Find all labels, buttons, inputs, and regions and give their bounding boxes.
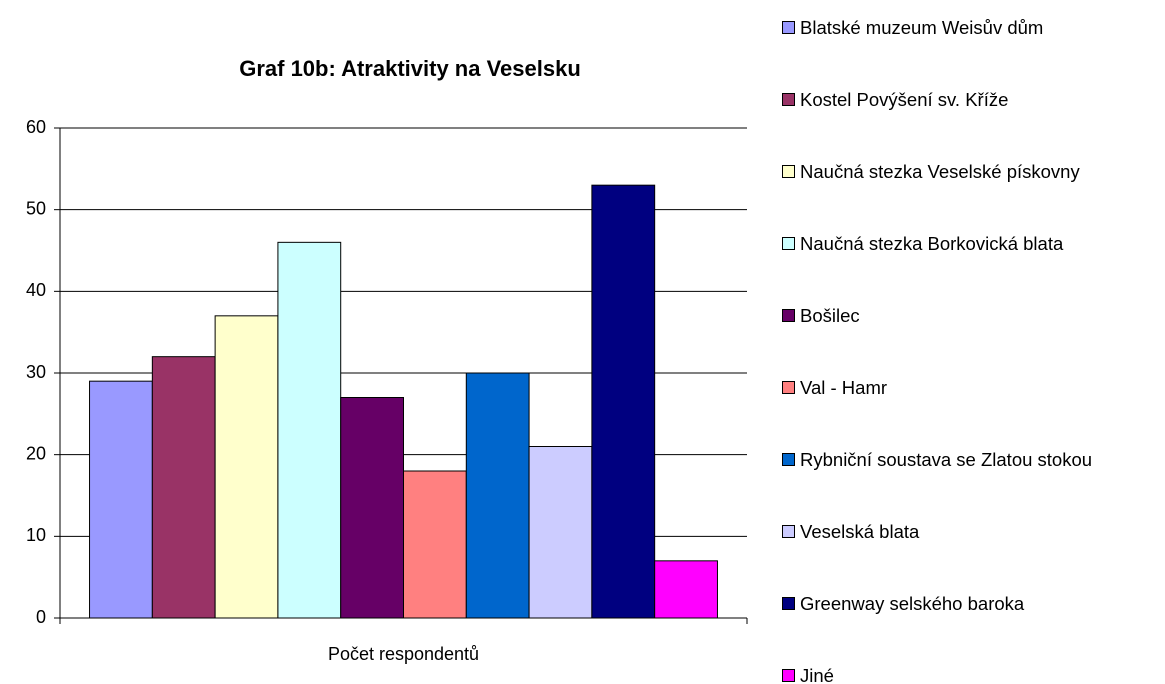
legend-item: Bošilec bbox=[782, 279, 1157, 351]
legend-label: Kostel Povýšení sv. Kříže bbox=[800, 88, 1009, 110]
legend-label: Blatské muzeum Weisův dům bbox=[800, 16, 1044, 38]
bar bbox=[403, 470, 467, 619]
legend-swatch bbox=[782, 525, 795, 539]
y-tick-label: 60 bbox=[26, 117, 46, 137]
bar bbox=[528, 446, 593, 619]
legend-swatch bbox=[782, 164, 795, 178]
legend-item: Jiné bbox=[782, 640, 1157, 684]
legend-item: Kostel Povýšení sv. Kříže bbox=[782, 63, 1157, 135]
y-tick-label: 10 bbox=[26, 525, 46, 545]
x-tick-label: Počet respondentů bbox=[328, 644, 479, 664]
legend-swatch bbox=[782, 669, 795, 683]
legend-swatch bbox=[782, 20, 795, 34]
bar bbox=[465, 372, 530, 619]
legend-item: Naučná stezka Veselské pískovny bbox=[782, 135, 1157, 207]
legend-item: Veselská blata bbox=[782, 496, 1157, 568]
legend-swatch bbox=[782, 381, 795, 394]
y-tick-label: 50 bbox=[26, 198, 46, 218]
bar bbox=[654, 560, 718, 619]
legend-label: Greenway selského baroka bbox=[800, 593, 1025, 615]
bar bbox=[340, 397, 404, 619]
bar bbox=[591, 184, 656, 619]
legend-swatch bbox=[782, 308, 795, 322]
legend-label: Bošilec bbox=[800, 304, 860, 326]
legend-label: Naučná stezka Borkovická blata bbox=[800, 232, 1064, 254]
y-tick-label: 40 bbox=[26, 280, 46, 300]
bar bbox=[89, 380, 153, 619]
bar bbox=[214, 315, 279, 619]
legend-label: Veselská blata bbox=[800, 521, 920, 543]
bar bbox=[277, 241, 342, 619]
y-tick-label: 30 bbox=[26, 362, 46, 382]
legend-label: Naučná stezka Veselské pískovny bbox=[800, 160, 1080, 182]
chart-title: Graf 10b: Atraktivity na Veselsku bbox=[239, 56, 581, 81]
y-tick-label: 20 bbox=[26, 443, 46, 463]
legend-swatch bbox=[782, 453, 795, 467]
legend-item: Blatské muzeum Weisův dům bbox=[782, 0, 1157, 63]
bar bbox=[151, 356, 216, 619]
legend-swatch bbox=[782, 92, 795, 106]
legend-swatch bbox=[782, 597, 795, 611]
y-tick-label: 0 bbox=[36, 607, 46, 627]
legend-item: Val - Hamr bbox=[782, 352, 1157, 424]
legend-item: Rybniční soustava se Zlatou stokou bbox=[782, 424, 1157, 496]
legend-label: Val - Hamr bbox=[800, 377, 888, 398]
legend-item: Greenway selského baroka bbox=[782, 568, 1157, 640]
legend-item: Naučná stezka Borkovická blata bbox=[782, 207, 1157, 279]
legend-label: Rybniční soustava se Zlatou stokou bbox=[800, 449, 1093, 471]
legend-swatch bbox=[782, 236, 795, 250]
legend-label: Jiné bbox=[800, 665, 834, 684]
